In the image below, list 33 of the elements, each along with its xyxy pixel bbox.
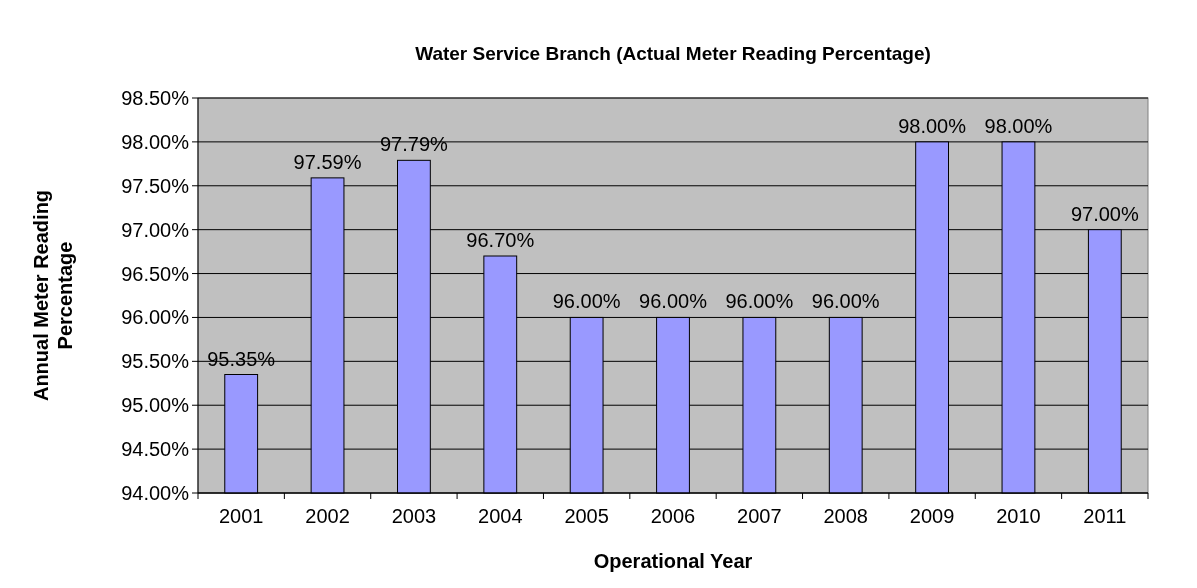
x-tick-label: 2003 xyxy=(391,505,437,527)
data-label: 96.00% xyxy=(725,290,794,313)
y-tick-label: 98.50% xyxy=(121,87,190,109)
x-tick-label: 2006 xyxy=(650,505,696,527)
y-tick-label: 97.00% xyxy=(121,218,190,241)
x-tick-label: 2005 xyxy=(564,505,609,527)
data-label: 96.00% xyxy=(552,290,621,313)
y-tick-label: 94.00% xyxy=(121,482,190,504)
y-tick-label: 96.50% xyxy=(121,262,190,285)
y-tick-label: 94.50% xyxy=(121,438,190,461)
chart-title: Water Service Branch (Actual Meter Reading Percentage) xyxy=(415,43,931,64)
y-tick-label: 95.00% xyxy=(121,394,190,417)
x-tick-label: 2010 xyxy=(996,505,1041,527)
x-tick-label: 2007 xyxy=(737,505,782,527)
y-axis-title: Annual Meter Reading Percentage xyxy=(30,189,76,402)
y-tick-label: 95.50% xyxy=(121,350,190,373)
data-label: 96.70% xyxy=(466,229,535,251)
x-axis-title: Operational Year xyxy=(593,550,753,572)
y-tick-label: 96.00% xyxy=(121,306,190,329)
x-tick-label: 2008 xyxy=(823,505,868,527)
x-tick-label: 2009 xyxy=(909,505,955,527)
data-label: 97.00% xyxy=(1070,202,1139,225)
x-tick-label: 2011 xyxy=(1083,505,1127,527)
data-label: 96.00% xyxy=(811,290,880,313)
x-tick-label: 2001 xyxy=(218,505,264,527)
y-tick-label: 98.00% xyxy=(121,130,190,153)
x-tick-label: 2002 xyxy=(305,505,350,527)
data-label: 98.00% xyxy=(984,114,1053,137)
x-tick-label: 2004 xyxy=(478,505,523,527)
y-tick-label: 97.50% xyxy=(121,174,190,197)
data-label: 98.00% xyxy=(898,114,967,137)
data-label: 96.00% xyxy=(639,290,708,313)
data-label: 97.59% xyxy=(293,150,362,173)
